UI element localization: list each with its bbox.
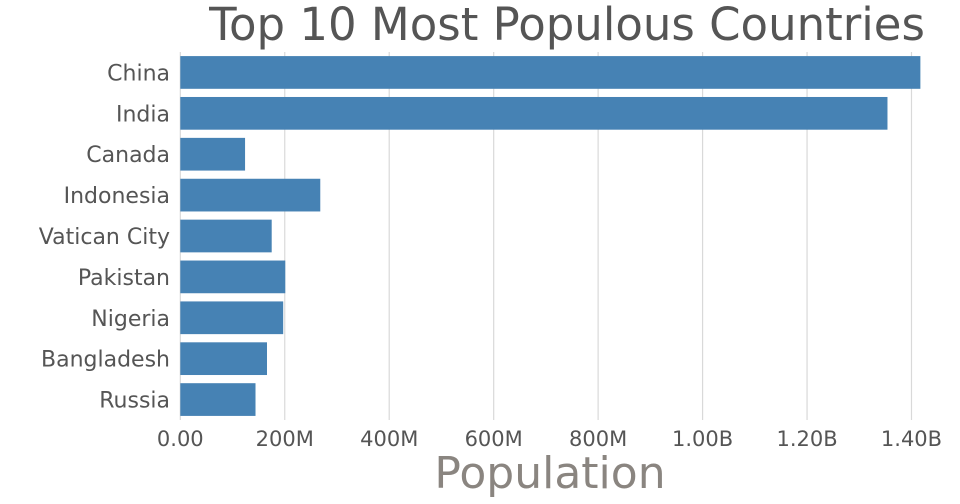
x-tick-label: 1.40B	[881, 427, 942, 451]
y-tick-label: Vatican City	[39, 225, 170, 250]
bar-india	[180, 96, 888, 130]
y-tick-label: Nigeria	[91, 307, 170, 332]
y-tick-label: Russia	[99, 389, 170, 414]
x-axis-title: Population	[434, 448, 665, 499]
bars	[180, 56, 921, 416]
x-axis-labels: 0.00 200M 400M 600M 800M 1.00B 1.20B 1.40B	[157, 427, 942, 451]
x-tick-label: 1.00B	[672, 427, 733, 451]
bar-indonesia	[180, 178, 321, 212]
x-tick-label: 400M	[360, 427, 418, 451]
x-tick-label: 1.20B	[776, 427, 837, 451]
x-tick-label: 600M	[465, 427, 523, 451]
bar-bangladesh	[180, 342, 267, 376]
bar-russia	[180, 383, 256, 416]
x-tick-label: 800M	[569, 427, 627, 451]
bar-china	[180, 56, 921, 89]
bar-pakistan	[180, 260, 286, 294]
x-tick-label: 0.00	[157, 427, 204, 451]
bar-nigeria	[180, 301, 284, 335]
bar-canada	[180, 137, 246, 171]
y-tick-label: India	[116, 102, 170, 127]
x-tick-label: 200M	[256, 427, 314, 451]
y-tick-label: China	[107, 61, 170, 86]
chart-title: Top 10 Most Populous Countries	[208, 0, 925, 51]
y-axis-labels: China India Canada Indonesia Vatican City Pak…	[39, 61, 170, 413]
y-tick-label: Canada	[86, 143, 170, 168]
y-tick-label: Bangladesh	[41, 348, 170, 373]
y-tick-label: Pakistan	[78, 266, 170, 291]
y-tick-label: Indonesia	[64, 184, 170, 209]
bar-vatican-city	[180, 219, 272, 253]
